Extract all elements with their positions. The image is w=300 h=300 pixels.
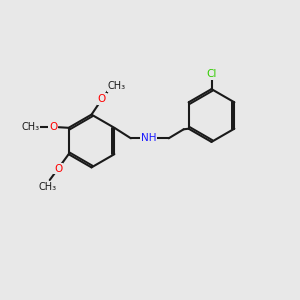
Text: O: O — [98, 94, 106, 104]
Text: O: O — [54, 164, 62, 174]
Text: NH: NH — [140, 133, 156, 143]
Text: O: O — [49, 122, 57, 132]
Text: CH₃: CH₃ — [38, 182, 56, 192]
Text: CH₃: CH₃ — [22, 122, 40, 132]
Text: Cl: Cl — [206, 69, 217, 79]
Text: CH₃: CH₃ — [108, 81, 126, 91]
